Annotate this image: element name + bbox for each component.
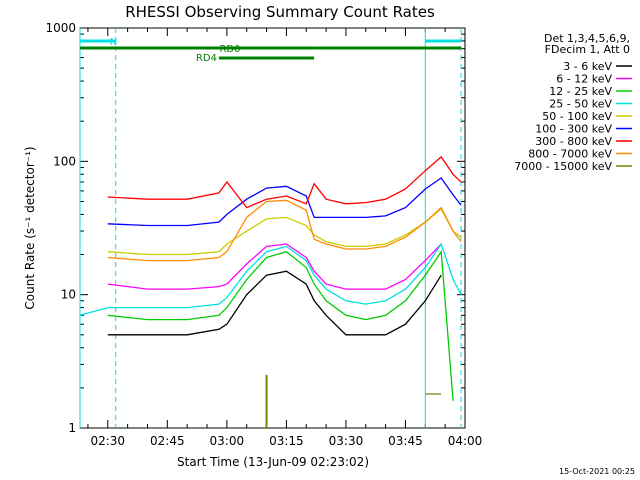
series-line xyxy=(107,243,442,290)
y-tick-label: 1 xyxy=(68,421,76,435)
y-tick-label: 1000 xyxy=(45,21,76,35)
x-tick-label: 03:00 xyxy=(210,434,245,448)
series-point xyxy=(265,374,268,428)
flag-label: RD0 xyxy=(219,44,240,55)
legend-label: 800 - 7000 keV xyxy=(528,148,612,161)
legend-label: 300 - 800 keV xyxy=(535,135,612,148)
legend-label: 50 - 100 keV xyxy=(542,110,612,123)
series-line xyxy=(107,199,462,262)
y-tick-label: 100 xyxy=(53,154,76,168)
legend-label: 3 - 6 keV xyxy=(563,60,612,73)
flag-label: N xyxy=(110,37,117,48)
legend-label: 7000 - 15000 keV xyxy=(514,160,612,173)
series-line xyxy=(107,270,442,336)
y-axis-label: Count Rate (s⁻¹ detector⁻¹) xyxy=(23,146,37,309)
y-tick-label: 10 xyxy=(61,288,76,302)
series-line xyxy=(107,249,454,401)
plot-frame xyxy=(79,27,466,429)
legend-label: 100 - 300 keV xyxy=(535,123,612,136)
series-line xyxy=(107,207,462,256)
x-tick-label: 04:00 xyxy=(448,434,483,448)
chart-title: RHESSI Observing Summary Count Rates xyxy=(125,3,435,21)
legend-label: 6 - 12 keV xyxy=(556,73,612,86)
series-line xyxy=(79,242,462,316)
legend-header-line-1: Det 1,3,4,5,6,9, xyxy=(544,32,630,45)
legend: Det 1,3,4,5,6,9, FDecim 1, Att 0 xyxy=(544,32,630,56)
x-tick-label: 03:45 xyxy=(388,434,423,448)
flag-label: RD4 xyxy=(196,53,217,64)
legend-header-line-2: FDecim 1, Att 0 xyxy=(545,43,630,56)
x-tick-label: 02:30 xyxy=(90,434,125,448)
series-line xyxy=(107,155,462,209)
series-line xyxy=(107,177,462,227)
x-tick-label: 02:45 xyxy=(150,434,185,448)
x-tick-label: 03:30 xyxy=(329,434,364,448)
legend-label: 25 - 50 keV xyxy=(549,98,612,111)
x-axis-label: Start Time (13-Jun-09 02:23:02) xyxy=(177,455,369,469)
x-tick-label: 03:15 xyxy=(269,434,304,448)
legend-label: 12 - 25 keV xyxy=(549,85,612,98)
footer-timestamp: 15-Oct-2021 00:25 xyxy=(559,467,635,476)
